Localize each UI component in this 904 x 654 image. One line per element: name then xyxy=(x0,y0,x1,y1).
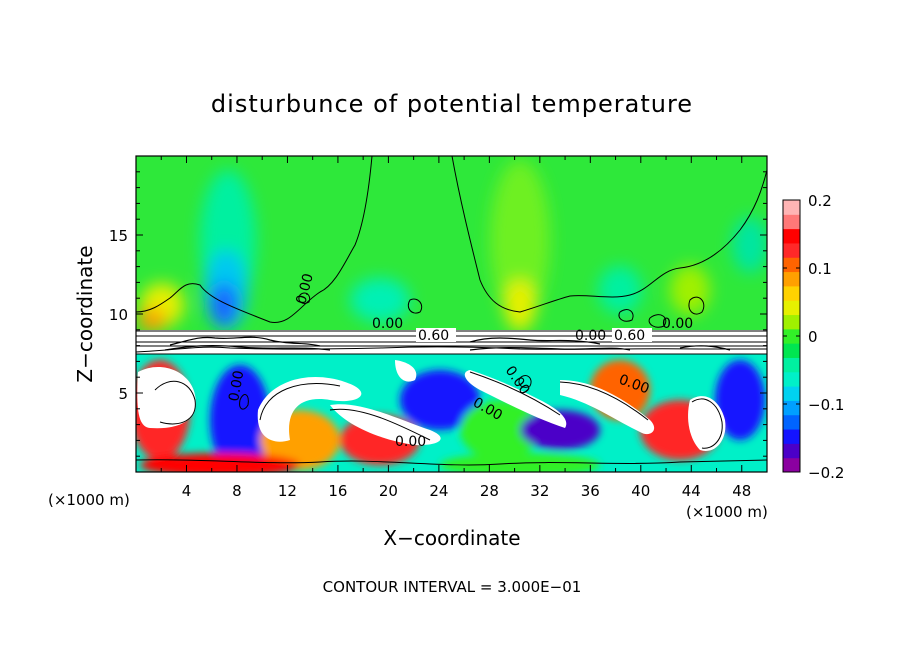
x-unit-label-right: (×1000 m) xyxy=(686,503,768,521)
colorbar-swatch xyxy=(783,386,800,401)
colorbar-swatch xyxy=(783,228,800,244)
x-tick-label: 28 xyxy=(480,482,499,500)
colorbar-ticks: 0.2 0.1 0 −0.1 −0.2 xyxy=(783,192,844,482)
x-tick-label: 48 xyxy=(732,482,751,500)
colorbar-swatch xyxy=(783,343,800,358)
y-tick-label: 10 xyxy=(109,306,128,324)
y-axis: 5 10 15 xyxy=(109,171,767,457)
colorbar-tick-label: −0.2 xyxy=(808,464,844,482)
colorbar-swatch xyxy=(783,257,800,273)
x-tick-label: 16 xyxy=(328,482,347,500)
colorbar-tick-label: 0.2 xyxy=(808,192,832,210)
colorbar-tick-label: 0 xyxy=(808,328,818,346)
colorbar-swatches xyxy=(783,200,800,473)
colorbar-swatch xyxy=(783,242,800,258)
y-tick-label: 5 xyxy=(118,385,128,403)
x-tick-label: 44 xyxy=(682,482,701,500)
x-tick-label: 40 xyxy=(631,482,650,500)
contour-label: 0.00 xyxy=(293,272,317,306)
colorbar-tick-label: 0.1 xyxy=(808,260,832,278)
colorbar-swatch xyxy=(783,328,800,344)
colorbar-swatch xyxy=(783,214,800,230)
x-axis-title: X−coordinate xyxy=(383,526,520,550)
contour-label: 0.00 xyxy=(662,316,693,332)
colorbar-swatch xyxy=(783,371,800,387)
x-tick-label: 4 xyxy=(182,482,192,500)
colorbar-swatch xyxy=(783,271,800,287)
x-tick-label: 24 xyxy=(429,482,448,500)
colorbar-swatch xyxy=(783,414,800,430)
chart-title: disturbunce of potential temperature xyxy=(211,90,693,118)
colorbar-swatch xyxy=(783,400,800,416)
contour-label: 0.60 xyxy=(418,328,449,344)
y-tick-label: 15 xyxy=(109,227,128,245)
colorbar-swatch xyxy=(783,357,800,373)
colorbar-swatch xyxy=(783,457,800,473)
contour-labels: 0.60 0.60 0.00 0.00 0.00 0.00 0.00 0.00 … xyxy=(226,272,693,450)
x-tick-label: 32 xyxy=(530,482,549,500)
colorbar-tick-label: −0.1 xyxy=(808,396,844,414)
x-unit-label-left: (×1000 m) xyxy=(48,491,130,509)
colorbar-swatch xyxy=(783,300,800,316)
contour-label: 0.00 xyxy=(395,434,426,450)
contour-interval-note: CONTOUR INTERVAL = 3.000E−01 xyxy=(323,578,582,596)
colorbar-swatch xyxy=(783,314,800,330)
colorbar: 0.2 0.1 0 −0.1 −0.2 xyxy=(782,192,844,482)
contour-label: 0.00 xyxy=(226,369,247,402)
x-tick-label: 8 xyxy=(232,482,242,500)
y-axis-title: Z−coordinate xyxy=(73,245,97,382)
contour-label: 0.00 xyxy=(575,328,606,344)
x-tick-label: 12 xyxy=(278,482,297,500)
colorbar-swatch xyxy=(783,443,800,459)
contour-label: 0.60 xyxy=(614,328,645,344)
colorbar-swatch xyxy=(783,200,800,215)
x-tick-label: 20 xyxy=(379,482,398,500)
x-axis: 4 8 12 16 20 24 28 32 36 40 44 48 xyxy=(160,156,751,500)
x-tick-label: 36 xyxy=(581,482,600,500)
colorbar-swatch xyxy=(783,429,800,444)
contour-label: 0.00 xyxy=(372,316,403,332)
colorbar-swatch xyxy=(783,285,800,301)
